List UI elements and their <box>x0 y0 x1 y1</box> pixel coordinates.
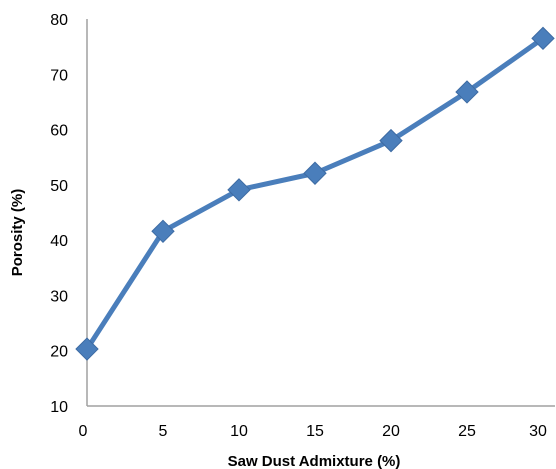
y-tick-label: 30 <box>50 288 68 305</box>
y-tick-label: 10 <box>50 399 68 416</box>
y-tick-label: 80 <box>50 12 68 29</box>
data-point-marker <box>227 178 251 202</box>
data-point-marker <box>303 161 327 185</box>
y-tick-labels: 10 20 30 40 50 60 70 80 <box>50 12 68 416</box>
x-tick-label: 15 <box>306 423 324 440</box>
y-axis-title: Porosity (%) <box>9 189 26 277</box>
series-line <box>84 36 545 351</box>
data-point-marker <box>379 128 403 153</box>
series-layer <box>75 26 555 361</box>
x-axis-title: Saw Dust Admixture (%) <box>228 453 401 469</box>
x-tick-label: 0 <box>79 423 88 440</box>
y-tick-label: 50 <box>50 178 68 195</box>
data-point-marker <box>455 80 479 104</box>
y-tick-label: 40 <box>50 233 68 250</box>
x-tick-labels: 0 5 10 15 20 25 30 <box>79 423 547 440</box>
x-tick-label: 25 <box>458 423 476 440</box>
data-point-marker <box>75 337 99 361</box>
y-tick-label: 60 <box>50 123 68 140</box>
y-tick-label: 70 <box>50 67 68 84</box>
x-tick-label: 10 <box>230 423 248 440</box>
y-tick-label: 20 <box>50 344 68 361</box>
x-tick-label: 5 <box>159 423 168 440</box>
x-tick-label: 30 <box>529 423 547 440</box>
x-tick-label: 20 <box>382 423 400 440</box>
data-point-marker <box>531 26 555 51</box>
data-point-marker <box>151 219 175 244</box>
